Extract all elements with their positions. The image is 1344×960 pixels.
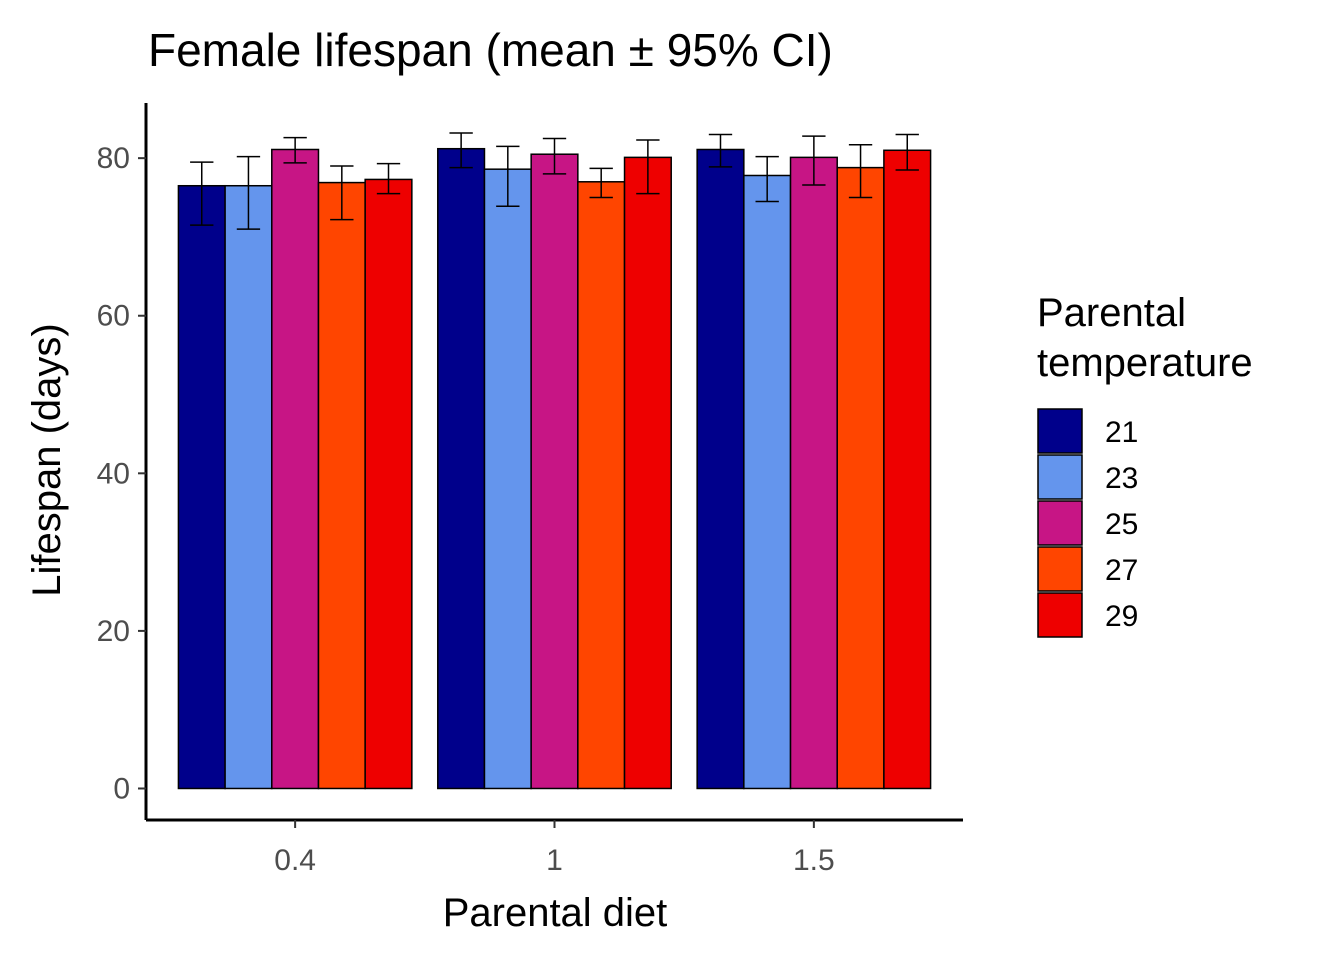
chart-title: Female lifespan (mean ± 95% CI) bbox=[148, 24, 833, 76]
x-tick-label: 0.4 bbox=[274, 844, 316, 877]
bar-1.5-21 bbox=[696, 148, 745, 790]
legend-key-29 bbox=[1037, 592, 1083, 638]
bar-1.5-23 bbox=[743, 174, 792, 790]
bar-0.4-25 bbox=[271, 148, 320, 790]
bar-1.5-25 bbox=[789, 156, 838, 790]
x-tick-label: 1 bbox=[546, 844, 563, 877]
legend-label-21: 21 bbox=[1105, 416, 1138, 449]
bar-0.4-21 bbox=[177, 184, 226, 790]
y-tick-label: 60 bbox=[97, 300, 130, 333]
bar-1-27 bbox=[577, 181, 626, 790]
error-bar-0.4-27 bbox=[330, 165, 354, 221]
error-bar-1-25 bbox=[542, 137, 567, 175]
bar-1.5-29 bbox=[883, 149, 932, 790]
bar-1-21 bbox=[437, 147, 486, 790]
error-bar-1-23 bbox=[496, 145, 520, 207]
error-bar-0.4-25 bbox=[283, 136, 307, 164]
legend-title: Parental bbox=[1037, 291, 1186, 335]
error-bar-1.5-27 bbox=[848, 144, 873, 199]
legend-key-23 bbox=[1037, 454, 1083, 500]
y-tick-label: 0 bbox=[113, 772, 130, 805]
error-bar-1.5-25 bbox=[802, 135, 826, 186]
legend-label-27: 27 bbox=[1105, 554, 1138, 587]
legend-title: temperature bbox=[1037, 341, 1253, 385]
x-tick-label: 1.5 bbox=[793, 844, 835, 877]
legend-key-21 bbox=[1037, 408, 1083, 454]
error-bar-0.4-21 bbox=[190, 161, 214, 226]
bar-1-25 bbox=[530, 153, 579, 790]
y-tick-label: 20 bbox=[97, 615, 130, 648]
y-tick-label: 40 bbox=[97, 457, 130, 490]
bar-1-29 bbox=[623, 156, 672, 790]
legend-key-27 bbox=[1037, 546, 1083, 592]
error-bar-1.5-23 bbox=[755, 155, 779, 203]
bar-1.5-27 bbox=[836, 166, 885, 790]
bar-0.4-29 bbox=[364, 178, 413, 790]
legend-label-23: 23 bbox=[1105, 462, 1138, 495]
bar-0.4-27 bbox=[317, 181, 366, 790]
error-bar-1.5-21 bbox=[708, 133, 733, 168]
legend-key-25 bbox=[1037, 500, 1083, 546]
error-bar-1-21 bbox=[449, 132, 473, 169]
y-axis-title: Lifespan (days) bbox=[25, 323, 69, 596]
bar-0.4-23 bbox=[224, 184, 273, 790]
bar-1-23 bbox=[483, 168, 532, 790]
x-axis-title: Parental diet bbox=[443, 891, 668, 935]
error-bar-0.4-29 bbox=[376, 162, 401, 195]
error-bar-1-27 bbox=[589, 167, 613, 199]
y-tick-label: 80 bbox=[97, 142, 130, 175]
error-bar-1-29 bbox=[636, 139, 660, 195]
error-bar-1.5-29 bbox=[895, 133, 919, 171]
legend: Parental temperature 21 23 25 27 29 bbox=[1037, 291, 1253, 638]
legend-label-29: 29 bbox=[1105, 600, 1138, 633]
legend-label-25: 25 bbox=[1105, 508, 1138, 541]
plot-area: 0 20 40 60 80 0.4 1 1.5 bbox=[97, 103, 963, 877]
error-bar-0.4-23 bbox=[236, 155, 261, 230]
